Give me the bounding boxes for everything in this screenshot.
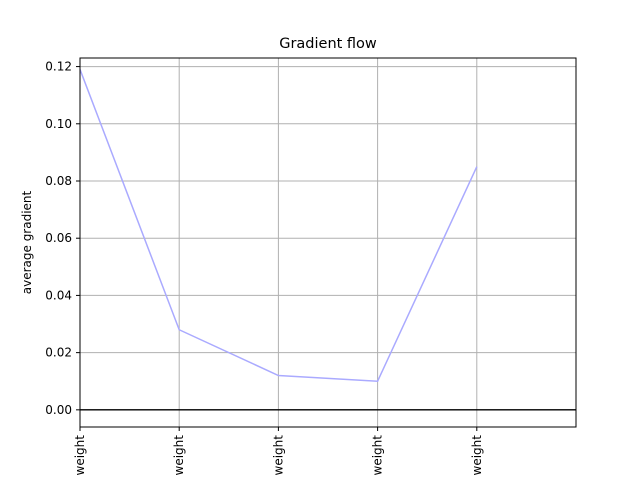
y-tick-label: 0.08 (45, 174, 72, 188)
tick-marks (76, 66, 478, 431)
y-tick-label: 0.02 (45, 346, 72, 360)
y-tick-label: 0.00 (45, 403, 72, 417)
x-tick-labels: weight weight weight weight weight (73, 435, 484, 476)
x-tick-label: weight (172, 435, 186, 476)
x-tick-label: weight (73, 435, 87, 476)
y-tick-label: 0.06 (45, 231, 72, 245)
x-tick-label: weight (470, 435, 484, 476)
x-tick-label: weight (371, 435, 385, 476)
grid-lines (79, 58, 576, 427)
y-tick-label: 0.04 (45, 288, 72, 302)
y-tick-label: 0.10 (45, 117, 72, 131)
chart-title: Gradient flow (279, 36, 377, 52)
y-tick-label: 0.12 (45, 60, 72, 74)
plot-frame (79, 57, 577, 428)
series-layer (79, 69, 478, 383)
y-axis-label: average gradient (20, 190, 34, 294)
y-tick-labels: 0.00 0.02 0.04 0.06 0.08 0.10 0.12 (45, 60, 72, 417)
x-tick-label: weight (271, 435, 285, 476)
